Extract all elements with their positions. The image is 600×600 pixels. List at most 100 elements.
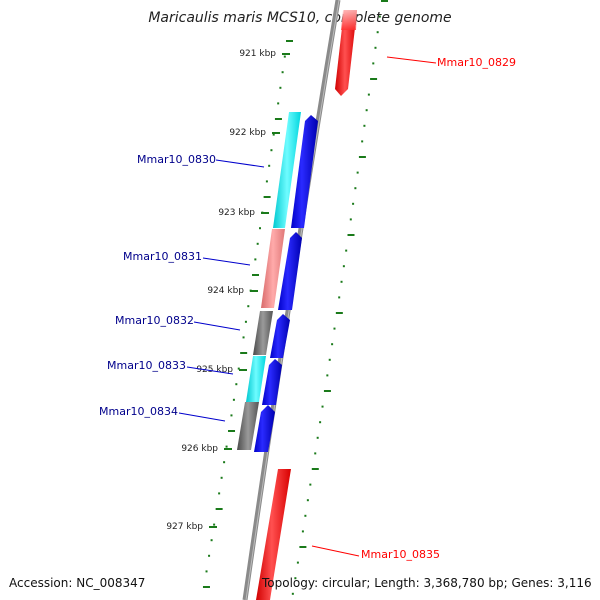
leader-0835	[311, 545, 360, 557]
leader-0833	[186, 366, 234, 375]
inner-ring-dot	[218, 492, 221, 495]
inner-ring-dot	[268, 164, 271, 167]
outer-ring-dot	[361, 140, 364, 143]
ruler-major-tick	[250, 290, 258, 292]
cog-segment-0833	[246, 356, 266, 402]
outer-ring-dot	[349, 218, 352, 221]
gene-label-0830[interactable]: Mmar10_0830	[137, 153, 216, 166]
gene-label-0831[interactable]: Mmar10_0831	[123, 250, 202, 263]
inner-ring-dot	[270, 149, 273, 152]
accession-text: Accession: NC_008347	[9, 576, 146, 590]
gene-arrow-0829[interactable]	[335, 10, 357, 96]
outer-ring-dot	[354, 187, 357, 190]
leader-0829	[386, 56, 437, 64]
inner-ring-dot	[210, 539, 213, 542]
map-title: Maricaulis maris MCS10, complete genome	[148, 10, 452, 26]
outer-ring-dot	[356, 171, 359, 174]
outer-ring-dot	[378, 15, 381, 18]
ruler-major-tick	[239, 369, 247, 371]
inner-ring-dot	[225, 445, 228, 448]
inner-ring-dot	[208, 554, 211, 557]
inner-ring-dot	[247, 305, 250, 308]
outer-ring-dot	[309, 483, 312, 486]
ruler-label: 921 kbp	[239, 49, 276, 59]
inner-ring-dot	[279, 86, 282, 89]
leader-0831	[202, 257, 251, 266]
gene-arrow-0832[interactable]	[270, 314, 290, 358]
ruler-label: 924 kbp	[207, 286, 244, 296]
inner-ring-dot	[230, 414, 233, 417]
outer-ring-dot	[304, 514, 307, 517]
ruler-major-tick	[282, 53, 290, 55]
ruler: 921 kbp 922 kbp 923 kbp 924 kbp 925 kbp 926 k…	[166, 49, 290, 532]
outer-ring-dot	[328, 358, 331, 361]
gene-label-0835[interactable]: Mmar10_0835	[361, 548, 440, 561]
outer-ring-dot	[311, 468, 319, 470]
ruler-label: 926 kbp	[181, 444, 218, 454]
outer-ring-dot	[326, 374, 329, 377]
inner-ring-dot	[215, 508, 223, 510]
ruler-label: 925 kbp	[196, 365, 233, 375]
cog-segment-0830	[273, 112, 301, 228]
gene-label-0829[interactable]: Mmar10_0829	[437, 56, 516, 69]
cog-segment-0832	[253, 311, 273, 355]
outer-ring-dot	[340, 280, 343, 283]
inner-ring-dot	[240, 352, 248, 354]
outer-ring-dot	[321, 405, 324, 408]
gene-arrow-0833[interactable]	[262, 359, 282, 405]
inner-ring-dot	[252, 274, 260, 276]
ruler-major-tick	[261, 212, 269, 214]
inner-ring-dot	[237, 367, 240, 370]
cog-segment-0831	[261, 229, 285, 308]
inner-ring-dot	[274, 118, 282, 120]
outer-ring-dot	[347, 234, 355, 236]
inner-ring-dot	[242, 336, 245, 339]
outer-ring-dot	[319, 421, 322, 424]
inner-ring-dot	[232, 398, 235, 401]
ruler-major-tick	[224, 448, 232, 450]
outer-ring-dot	[376, 31, 379, 34]
outer-ring-dot	[333, 327, 336, 330]
inner-ring-dot	[235, 383, 238, 386]
outer-ring-dot	[294, 577, 297, 580]
outer-ring-dot	[374, 46, 377, 49]
outer-ring-dot	[381, 0, 388, 2]
ruler-label: 927 kbp	[166, 522, 203, 532]
gene-arrow-0835[interactable]	[256, 469, 291, 600]
outer-ring-dot	[323, 390, 331, 392]
outer-ring-dot	[314, 452, 317, 455]
gene-label-0834[interactable]: Mmar10_0834	[99, 405, 178, 418]
inner-ring-dot	[277, 102, 280, 105]
gene-arrow-0834[interactable]	[254, 405, 275, 452]
inner-ring-dot	[228, 430, 236, 432]
gene-label-0832[interactable]: Mmar10_0832	[115, 314, 194, 327]
leader-0834	[178, 412, 226, 422]
outer-ring-dot	[367, 93, 370, 96]
outer-ring-dot	[370, 78, 378, 80]
outer-ring-dot	[365, 109, 368, 112]
outer-ring-dot	[316, 436, 319, 439]
inner-ring-dot	[213, 523, 216, 526]
outer-ring-dot	[352, 202, 355, 205]
inner-ring-dot	[256, 242, 259, 245]
gene-arrow-0829-top	[341, 10, 357, 30]
outer-ring-dot	[301, 530, 304, 533]
inner-ring-dot	[223, 461, 226, 464]
outer-ring-dot	[372, 62, 375, 65]
inner-ring-dot	[258, 227, 261, 230]
outer-ring-dot	[299, 546, 307, 548]
outer-ring-dot	[363, 124, 366, 127]
inner-ring-dot	[205, 570, 208, 573]
gene-label-0833[interactable]: Mmar10_0833	[107, 359, 186, 372]
gene-arrow-0830[interactable]	[291, 115, 318, 228]
outer-ring-dot	[296, 561, 299, 564]
inner-ring-dot	[281, 71, 284, 74]
inner-ring-dot	[265, 180, 268, 183]
gene-arrow-0831[interactable]	[278, 232, 302, 310]
cog-segment-0834	[237, 402, 259, 450]
outer-ring-dot	[342, 265, 345, 268]
inner-ring-dot	[263, 196, 271, 198]
ruler-major-tick	[272, 132, 280, 134]
inner-ring-dot	[244, 320, 247, 323]
